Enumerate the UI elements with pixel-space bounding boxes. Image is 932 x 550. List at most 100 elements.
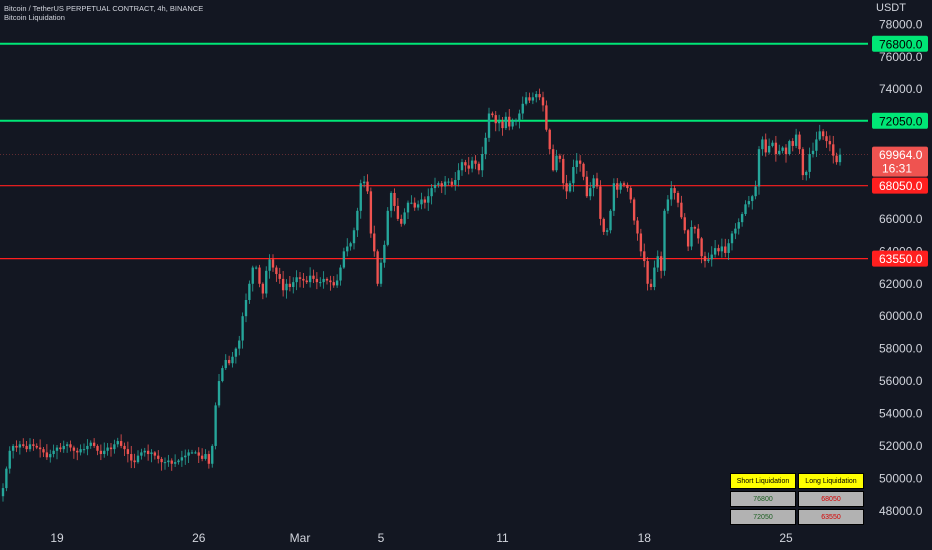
candle-body <box>676 192 680 203</box>
candle-body <box>322 278 325 283</box>
candle <box>504 112 508 131</box>
candle <box>32 438 35 451</box>
candle-body <box>697 228 700 239</box>
candle <box>305 276 308 284</box>
candle-body <box>177 460 180 463</box>
candle-body <box>163 462 167 464</box>
x-tick-label: 26 <box>192 531 206 545</box>
candle-body <box>261 283 265 294</box>
candle <box>572 159 575 192</box>
candle-body <box>558 155 562 159</box>
candle-body <box>22 444 25 446</box>
candle <box>146 444 150 461</box>
symbol-title: Bitcoin / TetherUS PERPETUAL CONTRACT, 4… <box>4 4 204 13</box>
y-tick-label: 54000.0 <box>879 406 923 420</box>
candle-body <box>440 183 443 187</box>
candle <box>197 447 200 464</box>
candle-body <box>197 452 200 456</box>
candle <box>535 90 538 103</box>
candle-body <box>659 256 663 271</box>
candle <box>484 132 487 160</box>
candle <box>170 458 173 471</box>
candle <box>477 161 481 175</box>
candle-body <box>329 280 332 283</box>
candle <box>224 354 227 371</box>
candle <box>312 269 315 284</box>
candle-body <box>423 199 427 203</box>
currency-label[interactable]: USDT <box>876 2 906 14</box>
long-liquidation-value: 68050 <box>798 491 864 507</box>
candle <box>460 158 464 176</box>
candle-body <box>184 455 187 458</box>
candle <box>194 450 197 454</box>
candle <box>11 444 15 459</box>
candle-body <box>595 178 599 187</box>
candle-body <box>248 283 251 300</box>
candle-body <box>146 450 150 455</box>
candle <box>700 236 703 264</box>
candle <box>724 238 727 258</box>
candle <box>565 174 568 200</box>
candle-body <box>416 204 420 208</box>
candle <box>410 195 413 205</box>
candle <box>713 240 717 258</box>
candle <box>369 187 373 238</box>
y-tick-label: 52000.0 <box>879 439 923 453</box>
candle <box>288 276 292 292</box>
y-tick-label: 60000.0 <box>879 309 923 323</box>
candle <box>302 272 305 288</box>
candle <box>420 192 423 210</box>
candle <box>332 276 335 288</box>
candle <box>643 243 646 268</box>
candle <box>639 228 643 257</box>
candle-body <box>730 233 734 244</box>
candle <box>278 267 281 284</box>
candle-body <box>359 183 362 211</box>
y-tick-label: 50000.0 <box>879 471 923 485</box>
candle <box>575 153 578 174</box>
candle <box>487 107 491 142</box>
candle-body <box>339 267 342 281</box>
candle-body <box>643 251 646 262</box>
candle <box>200 448 204 462</box>
candle <box>501 117 504 136</box>
candle <box>740 212 744 227</box>
candle-body <box>160 458 163 463</box>
candle-body <box>55 447 59 451</box>
candle <box>818 124 821 141</box>
short-liquidation-tag-label: 72050.0 <box>879 114 923 128</box>
x-tick-label: 5 <box>378 531 385 545</box>
candle <box>450 177 454 188</box>
candle <box>396 198 400 221</box>
candle-body <box>35 445 38 448</box>
candle-body <box>62 445 65 450</box>
candle-body <box>737 222 740 229</box>
candle <box>747 195 751 208</box>
candle-body <box>774 142 778 155</box>
candle-body <box>427 196 430 203</box>
candle <box>153 451 157 460</box>
candle-body <box>808 154 811 172</box>
candle <box>457 163 460 187</box>
candle-body <box>214 405 217 446</box>
candle <box>49 449 52 463</box>
candle <box>680 195 683 220</box>
candle <box>616 178 619 198</box>
candle-body <box>295 277 298 283</box>
candle <box>248 280 251 304</box>
candle <box>329 275 332 291</box>
candle-body <box>96 445 99 451</box>
candle-body <box>420 199 423 205</box>
candle <box>62 440 65 453</box>
candle <box>79 444 82 456</box>
y-tick-label: 78000.0 <box>879 17 923 31</box>
candle-body <box>805 171 808 176</box>
candle <box>319 277 322 287</box>
candle <box>366 174 369 194</box>
candle <box>72 445 76 459</box>
candle <box>602 217 605 235</box>
candle <box>494 111 497 132</box>
candle-body <box>332 282 335 286</box>
candle-body <box>92 442 96 446</box>
